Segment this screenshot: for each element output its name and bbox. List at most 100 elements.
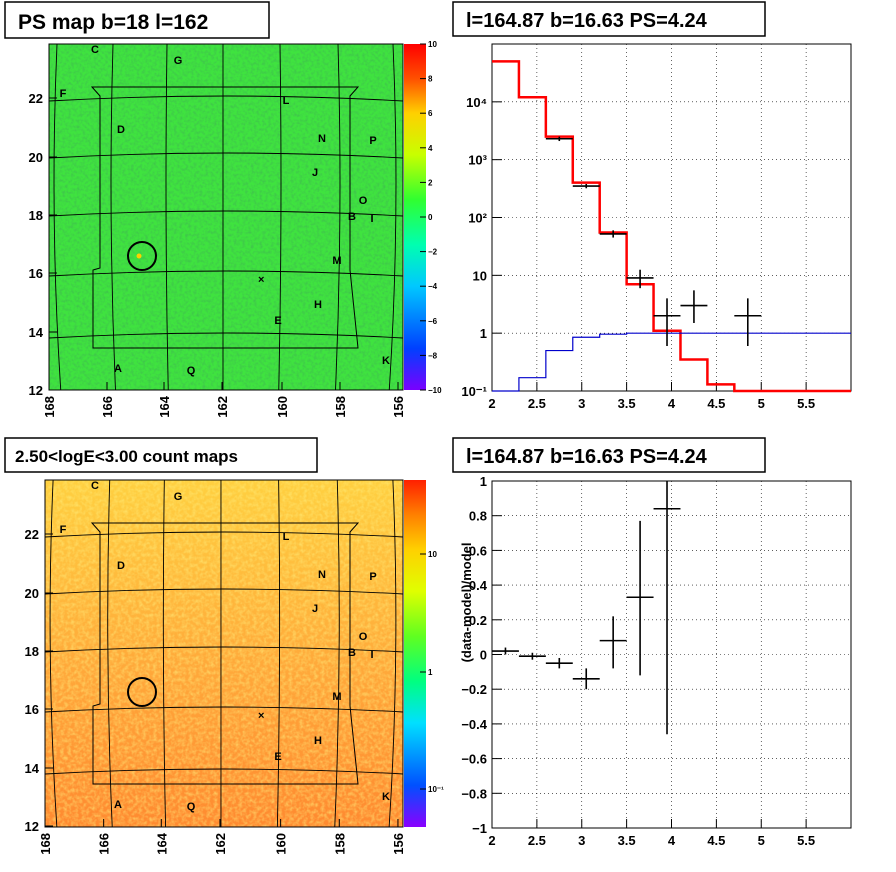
ps-map-source-label-f: F	[60, 88, 67, 100]
ps-map-colorbar-tick-label: −6	[428, 317, 438, 326]
spectrum-title-box	[452, 1, 766, 37]
count-map-x-tick-label: 160	[274, 833, 289, 855]
residual-title: l=164.87 b=16.63 PS=4.24	[466, 446, 708, 468]
count-map-region-outline	[90, 522, 360, 785]
residual-x-tick-label: 5	[758, 833, 765, 848]
count-map-latitude-line	[44, 768, 404, 775]
ps-map-axes: 168 166 164 162 160 158 156 12 14 16 18 20 22	[29, 91, 406, 418]
count-map-latitude-line	[44, 706, 404, 713]
count-map-colorbar-ticks: 10 1 10⁻¹	[420, 550, 444, 794]
count-map-longitude-line	[107, 479, 113, 828]
count-map-longitude-line	[388, 479, 397, 828]
ps-map-longitude-line	[335, 43, 341, 391]
count-map-center-marker: ×	[258, 710, 264, 722]
residual-y-tick-label: −0.2	[461, 682, 487, 697]
residual-y-tick-label: 1	[480, 474, 487, 489]
ps-map-longitude-line	[53, 43, 62, 391]
ps-map-source-label-o: O	[359, 195, 368, 207]
ps-map-source-label-h: H	[314, 299, 322, 311]
count-map-source-label-p: P	[369, 571, 376, 583]
residual-y-axis-label: (data-model)/model	[459, 542, 474, 662]
count-map-x-tick-label: 166	[97, 833, 112, 855]
count-map-colorbar-tick-label: 1	[428, 668, 433, 677]
count-map-y-tick-label: 22	[25, 527, 39, 542]
ps-map-latitude-line	[48, 95, 404, 102]
ps-map-y-tick-label: 12	[29, 383, 43, 398]
count-map-source-label-l: L	[283, 531, 290, 543]
spectrum-x-tick-label: 3	[578, 396, 585, 411]
ps-map-latitude-line	[48, 210, 404, 217]
count-map-y-tick-label: 12	[25, 819, 39, 834]
ps-map-source-label-g: G	[174, 55, 183, 67]
ps-map-colorbar-tick-label: 6	[428, 109, 433, 118]
ps-map-x-tick-label: 162	[215, 396, 230, 418]
residual-y-tick-label: −0.8	[461, 786, 487, 801]
count-map-panel: 2.50<logE<3.00 count maps × A B C D E F G H I J K L…	[4, 437, 444, 855]
spectrum-x-tick-label: 2	[488, 396, 495, 411]
ps-map-source-label-l: L	[283, 95, 290, 107]
ps-map-y-tick-label: 16	[29, 266, 43, 281]
ps-map-frame	[48, 43, 404, 391]
count-map-axes: 168 166 164 162 160 158 156 12 14 16 18 20 22	[25, 527, 406, 855]
ps-map-latitude-line	[48, 152, 404, 159]
ps-map-source-label-b: B	[348, 211, 356, 223]
ps-map-source-circle[interactable]	[127, 241, 157, 271]
count-map-source-label-j: J	[312, 603, 318, 615]
residual-panel: l=164.87 b=16.63 PS=4.24 2 2.5 3 3.5 4 4.5 5 5.…	[452, 437, 852, 848]
residual-y-tick-label: 0.8	[469, 509, 487, 524]
count-map-source-label-n: N	[318, 569, 326, 581]
count-map-source-label-m: M	[332, 691, 341, 703]
ps-map-title: PS map b=18 l=162	[18, 11, 208, 34]
ps-map-noise	[49, 44, 403, 390]
ps-map-coordinate-grid	[48, 43, 404, 391]
spectrum-y-tick-label: 10²	[468, 211, 487, 226]
count-map-source-label-d: D	[117, 560, 125, 572]
count-map-frame	[44, 479, 404, 828]
ps-map-y-tick-label: 20	[29, 150, 43, 165]
count-map-source-label-i: I	[370, 649, 373, 661]
count-map-longitude-line	[276, 479, 281, 828]
spectrum-x-tick-label: 5	[758, 396, 765, 411]
count-map-x-tick-label: 164	[154, 832, 169, 854]
spectrum-y-tick-label: 10	[473, 268, 487, 283]
count-map-longitude-line	[162, 479, 167, 828]
ps-map-x-tick-label: 160	[275, 396, 290, 418]
ps-map-colorbar	[404, 44, 426, 390]
ps-map-source-label-m: M	[332, 255, 341, 267]
count-map-source-label-b: B	[348, 647, 356, 659]
ps-map-longitude-line	[388, 43, 397, 391]
count-map-source-label-a: A	[114, 799, 122, 811]
spectrum-x-tick-label: 4	[668, 396, 676, 411]
ps-map-colorbar-tick-label: −2	[428, 248, 438, 257]
count-map-latitude-line	[44, 588, 404, 595]
residual-x-tick-label: 4	[668, 833, 676, 848]
count-map-longitude-line	[334, 479, 340, 828]
ps-map-x-tick-label: 156	[391, 396, 406, 418]
ps-map-longitude-line	[110, 43, 116, 391]
count-map-latitude-line	[44, 646, 404, 653]
residual-y-tick-label: 0.6	[469, 543, 487, 558]
count-map-source-label-g: G	[174, 491, 183, 503]
ps-map-colorbar-ticks: 10 8 6 4 2 0 −2 −4 −6 −8 −10	[420, 40, 442, 395]
ps-map-y-tick-label: 14	[29, 325, 44, 340]
spectrum-x-tick-label: 2.5	[528, 396, 546, 411]
count-map-title-box	[4, 437, 318, 473]
ps-map-panel: PS map b=18 l=162 × A B C D E F G H I J K L M N O P Q 16…	[4, 1, 442, 418]
count-map-source-circle[interactable]	[127, 677, 157, 707]
residual-plot: 2 2.5 3 3.5 4 4.5 5 5.5 −1 −0.8 −0.6 −0.4 −0.2 0 0.2 0.…	[459, 474, 852, 848]
residual-title-box	[452, 437, 766, 473]
count-map-source-labels: A B C D E F G H I J K L M N O P Q	[60, 480, 390, 813]
ps-map-y-tick-label: 18	[29, 208, 43, 223]
ps-map-y-tick-label: 22	[29, 91, 43, 106]
ps-map-colorbar-tick-label: 10	[428, 40, 437, 49]
residual-x-tick-label: 4.5	[707, 833, 725, 848]
count-map-latitude-line	[44, 531, 404, 538]
ps-map-hotspot	[136, 253, 142, 259]
spectrum-y-tick-label: 10³	[468, 153, 487, 168]
ps-map-colorbar-tick-label: 8	[428, 75, 433, 84]
ps-map-source-label-p: P	[369, 135, 376, 147]
ps-map-source-label-d: D	[117, 124, 125, 136]
ps-map-longitude-line	[278, 43, 282, 391]
ps-map-colorbar-tick-label: −8	[428, 351, 438, 360]
